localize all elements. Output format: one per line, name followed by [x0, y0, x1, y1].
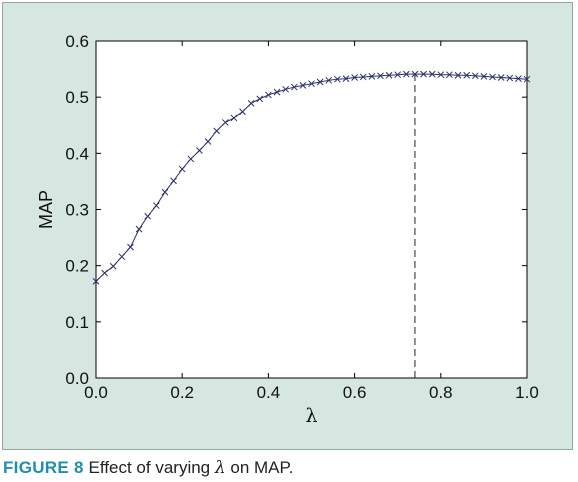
data-point-marker — [92, 278, 100, 285]
y-tick-label: 0.4 — [65, 144, 89, 163]
data-point-marker — [256, 95, 264, 103]
data-point-marker — [368, 73, 376, 80]
y-tick-label: 0.6 — [65, 32, 89, 51]
data-point-marker — [351, 74, 358, 81]
data-point-marker — [118, 253, 126, 261]
caption-lambda-symbol: λ — [214, 458, 226, 478]
y-tick-label: 0.0 — [65, 369, 89, 388]
x-tick-label: 0.6 — [343, 383, 367, 402]
data-point-marker — [230, 114, 238, 122]
data-point-marker — [247, 99, 255, 107]
x-axis: 0.0 0.2 0.4 0.6 0.8 1.0 — [84, 41, 539, 402]
data-point-marker — [489, 73, 496, 81]
caption-text-after: on MAP. — [230, 458, 294, 477]
data-point-marker — [135, 225, 143, 233]
data-point-marker — [437, 71, 445, 79]
x-tick-label: 1.0 — [515, 383, 539, 402]
data-point-marker — [359, 73, 367, 81]
data-point-marker — [265, 91, 272, 99]
y-tick-label: 0.2 — [65, 257, 89, 276]
x-tick-label: 0.8 — [429, 383, 453, 402]
caption-text-before: Effect of varying — [88, 458, 211, 477]
data-point-marker — [161, 188, 169, 196]
data-point-marker — [463, 71, 471, 79]
data-point-marker — [187, 155, 195, 163]
data-point-marker — [178, 165, 186, 173]
data-point-marker — [471, 72, 479, 80]
data-point-marker — [101, 269, 108, 277]
data-point-marker — [170, 177, 177, 185]
data-point-marker — [221, 119, 229, 126]
figure-caption: FIGURE 8 Effect of varying λ on MAP. — [3, 458, 293, 478]
data-point-marker — [454, 71, 462, 79]
data-point-marker — [213, 127, 221, 135]
data-point-marker — [204, 138, 212, 145]
data-point-marker — [506, 74, 514, 82]
data-point-marker — [308, 80, 315, 88]
data-point-marker — [109, 262, 117, 270]
data-point-marker — [127, 243, 134, 251]
data-point-marker — [325, 76, 333, 84]
data-point-marker — [446, 71, 453, 79]
data-point-marker — [411, 70, 419, 78]
data-point-marker — [480, 73, 488, 80]
data-point-marker — [402, 70, 410, 78]
x-tick-label: 0.4 — [257, 383, 281, 402]
data-point-marker — [282, 85, 289, 93]
data-point-marker — [523, 75, 531, 83]
data-point-marker — [196, 147, 203, 154]
data-point-marker — [334, 75, 341, 83]
data-point-marker — [515, 75, 522, 82]
y-tick-label: 0.3 — [65, 201, 89, 220]
x-tick-label: 0.0 — [84, 383, 108, 402]
data-point-marker — [152, 202, 160, 209]
y-axis: 0.0 0.1 0.2 0.3 0.4 0.5 0.6 — [65, 32, 527, 388]
data-point-marker — [428, 70, 436, 78]
x-axis-label: λ — [305, 405, 317, 427]
data-point-marker — [377, 72, 384, 80]
data-point-marker — [144, 212, 152, 220]
data-point-marker — [420, 70, 427, 78]
data-point-marker — [299, 82, 307, 89]
data-point-marker — [290, 83, 298, 91]
x-tick-label: 0.2 — [170, 383, 194, 402]
y-tick-label: 0.5 — [65, 88, 89, 107]
data-point-marker — [497, 74, 505, 81]
y-tick-label: 0.1 — [65, 313, 89, 332]
data-point-marker — [342, 75, 350, 82]
y-axis-label: MAP — [36, 190, 56, 229]
chart: 0.0 0.2 0.4 0.6 0.8 1.0 0.0 0.1 0.2 0.3 0.4 0.5 0.6… — [36, 32, 539, 427]
figure-label: FIGURE 8 — [3, 458, 84, 477]
data-point-marker — [273, 88, 281, 96]
data-point-marker — [385, 71, 393, 79]
data-point-marker — [316, 78, 324, 86]
data-point-marker — [394, 71, 402, 79]
data-point-marker — [239, 108, 246, 116]
plot-area — [95, 40, 528, 379]
series-layer — [92, 70, 531, 285]
